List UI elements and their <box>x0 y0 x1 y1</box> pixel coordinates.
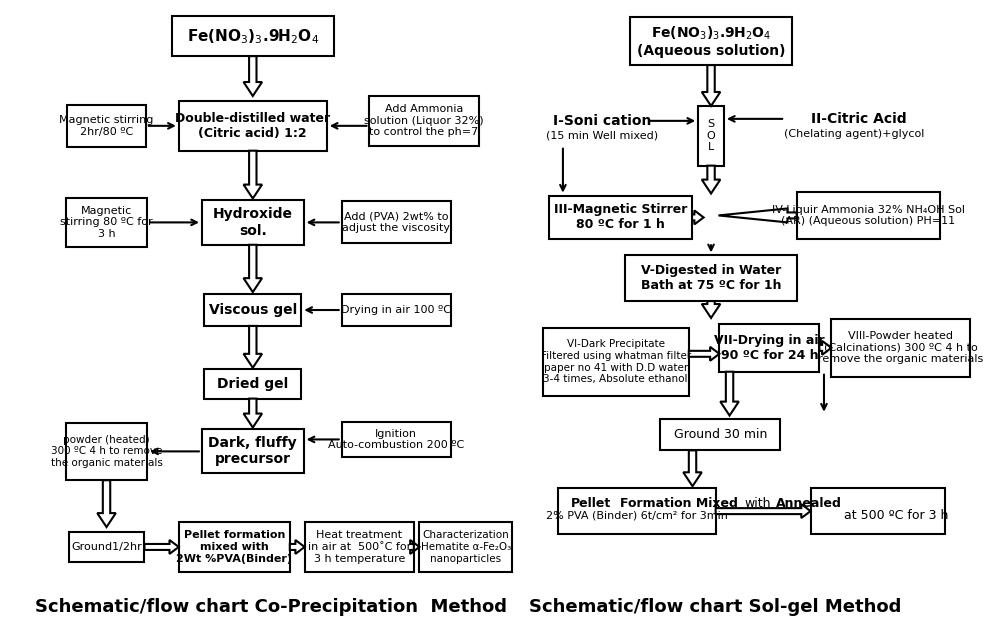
Text: Add Ammonia
solution (Liquor 32%)
to control the ph=7: Add Ammonia solution (Liquor 32%) to con… <box>365 104 484 138</box>
FancyBboxPatch shape <box>630 18 792 65</box>
FancyBboxPatch shape <box>66 422 147 480</box>
Polygon shape <box>701 301 720 318</box>
FancyBboxPatch shape <box>202 429 304 473</box>
FancyBboxPatch shape <box>548 196 692 239</box>
FancyBboxPatch shape <box>831 319 970 377</box>
FancyBboxPatch shape <box>420 522 512 572</box>
FancyBboxPatch shape <box>342 294 451 326</box>
Text: Pellet formation
mixed with
2Wt %PVA(Binder): Pellet formation mixed with 2Wt %PVA(Bin… <box>176 531 293 564</box>
FancyBboxPatch shape <box>202 200 304 245</box>
Text: Ground 30 min: Ground 30 min <box>673 428 767 441</box>
FancyBboxPatch shape <box>305 522 414 572</box>
Text: Fe(NO$_3$)$_3$.9H$_2$O$_4$: Fe(NO$_3$)$_3$.9H$_2$O$_4$ <box>187 27 319 46</box>
FancyBboxPatch shape <box>172 16 334 56</box>
FancyBboxPatch shape <box>179 101 327 151</box>
FancyBboxPatch shape <box>179 522 290 572</box>
Text: Characterization
Hematite α-Fe₂O₃
nanoparticles: Characterization Hematite α-Fe₂O₃ nanopa… <box>421 531 510 564</box>
Polygon shape <box>244 399 262 428</box>
Text: V-Digested in Water
Bath at 75 ºC for 1h: V-Digested in Water Bath at 75 ºC for 1h <box>640 264 781 292</box>
Text: Double-distilled water
(Citric acid) 1:2: Double-distilled water (Citric acid) 1:2 <box>175 112 331 140</box>
FancyBboxPatch shape <box>719 324 819 372</box>
Polygon shape <box>701 166 720 194</box>
Text: Magnetic
stirring 80 ºC for
3 h: Magnetic stirring 80 ºC for 3 h <box>60 206 153 239</box>
Polygon shape <box>244 326 262 367</box>
Polygon shape <box>683 451 701 486</box>
Polygon shape <box>411 540 420 554</box>
Text: powder (heated)
300 ºC 4 h to remove
the organic materials: powder (heated) 300 ºC 4 h to remove the… <box>51 435 163 468</box>
FancyBboxPatch shape <box>370 96 479 146</box>
Text: Pellet: Pellet <box>570 497 610 509</box>
FancyBboxPatch shape <box>558 488 715 534</box>
Text: Magnetic stirring
2hr/80 ºC: Magnetic stirring 2hr/80 ºC <box>59 115 154 137</box>
Text: III-Magnetic Stirrer
80 ºC for 1 h: III-Magnetic Stirrer 80 ºC for 1 h <box>553 203 687 231</box>
Polygon shape <box>244 245 262 292</box>
Text: Schematic/flow chart Co-Precipitation  Method: Schematic/flow chart Co-Precipitation Me… <box>35 598 507 616</box>
Text: II-Citric Acid: II-Citric Acid <box>811 112 907 126</box>
Polygon shape <box>715 504 810 518</box>
Polygon shape <box>701 65 720 106</box>
Text: at 500 ºC for 3 h: at 500 ºC for 3 h <box>844 509 948 522</box>
Text: I-Soni cation: I-Soni cation <box>552 114 651 128</box>
Text: VIII-Powder heated
(Calcinations) 300 ºC 4 h to
remove the organic materials: VIII-Powder heated (Calcinations) 300 ºC… <box>818 331 983 364</box>
FancyBboxPatch shape <box>67 105 146 147</box>
Text: Add (PVA) 2wt% to
adjust the viscosity: Add (PVA) 2wt% to adjust the viscosity <box>343 212 451 233</box>
FancyBboxPatch shape <box>66 198 147 248</box>
Polygon shape <box>718 209 796 222</box>
FancyBboxPatch shape <box>810 488 945 534</box>
Polygon shape <box>720 372 739 416</box>
FancyBboxPatch shape <box>542 328 689 396</box>
Text: Dried gel: Dried gel <box>217 377 289 391</box>
FancyBboxPatch shape <box>69 532 145 562</box>
Text: VI-Dark Precipitate
Filtered using whatman filter
paper no 41 with D.D water
3-4: VI-Dark Precipitate Filtered using whatm… <box>540 339 691 384</box>
Text: (15 min Well mixed): (15 min Well mixed) <box>545 131 658 141</box>
Text: VII-Drying in air
90 ºC for 24 h: VII-Drying in air 90 ºC for 24 h <box>714 334 824 362</box>
FancyBboxPatch shape <box>204 369 302 399</box>
Text: IV-Liquir Ammonia 32% NH₄OH Sol
(AR) (Aqueous solution) PH=11: IV-Liquir Ammonia 32% NH₄OH Sol (AR) (Aq… <box>772 204 965 226</box>
FancyBboxPatch shape <box>796 191 940 239</box>
Polygon shape <box>689 347 719 361</box>
FancyBboxPatch shape <box>625 255 796 301</box>
Text: Schematic/flow chart Sol-gel Method: Schematic/flow chart Sol-gel Method <box>529 598 902 616</box>
Text: (Chelating agent)+glycol: (Chelating agent)+glycol <box>784 129 925 139</box>
Text: 2% PVA (Binder) 6t/cm² for 3min: 2% PVA (Binder) 6t/cm² for 3min <box>546 510 728 520</box>
Text: Drying in air 100 ºC: Drying in air 100 ºC <box>342 305 452 315</box>
Polygon shape <box>97 480 116 527</box>
Text: Ignition
Auto-combustion 200 ºC: Ignition Auto-combustion 200 ºC <box>328 429 465 450</box>
Text: Formation Mixed: Formation Mixed <box>619 497 737 509</box>
Text: Ground1/2hr: Ground1/2hr <box>71 542 142 552</box>
Polygon shape <box>244 56 262 96</box>
Polygon shape <box>290 540 305 554</box>
Text: Fe(NO$_3$)$_3$.9H$_2$O$_4$
(Aqueous solution): Fe(NO$_3$)$_3$.9H$_2$O$_4$ (Aqueous solu… <box>636 24 785 58</box>
FancyBboxPatch shape <box>660 419 780 451</box>
Text: Hydroxide
sol.: Hydroxide sol. <box>213 208 293 238</box>
Polygon shape <box>145 540 179 554</box>
Text: Viscous gel: Viscous gel <box>209 303 297 317</box>
Polygon shape <box>692 211 703 224</box>
Text: Heat treatment
in air at  500˚C for
3 h temperature: Heat treatment in air at 500˚C for 3 h t… <box>308 531 411 564</box>
FancyBboxPatch shape <box>342 421 451 457</box>
Text: Annealed: Annealed <box>776 497 842 509</box>
Text: Dark, fluffy
precursor: Dark, fluffy precursor <box>209 436 297 466</box>
FancyBboxPatch shape <box>204 294 302 326</box>
FancyBboxPatch shape <box>342 201 451 243</box>
Text: S
O
L: S O L <box>706 119 715 152</box>
Polygon shape <box>244 151 262 199</box>
Text: with: with <box>744 497 770 509</box>
FancyBboxPatch shape <box>698 106 724 166</box>
Polygon shape <box>819 341 831 355</box>
